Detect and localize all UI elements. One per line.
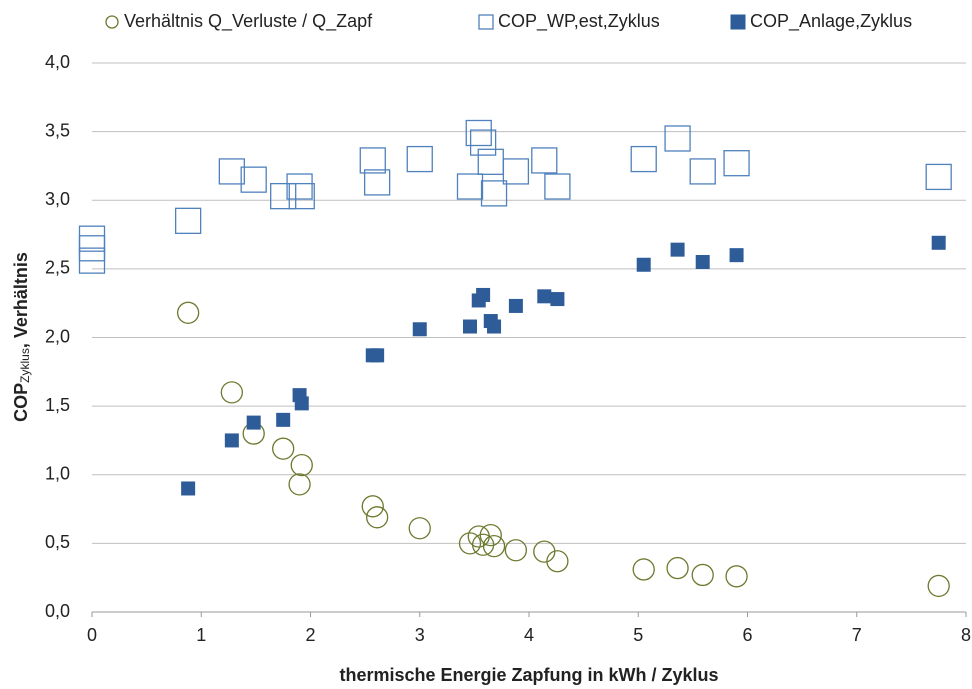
point <box>286 173 313 200</box>
point <box>290 453 313 477</box>
y-tick-label: 1,5 <box>45 395 70 415</box>
point <box>487 319 502 334</box>
x-tick-label: 0 <box>87 625 97 645</box>
point <box>458 532 482 555</box>
y-axis-label-sub: Zyklus <box>18 348 32 383</box>
x-tick-label: 5 <box>633 625 643 645</box>
point <box>363 169 391 196</box>
y-tick-label: 2,0 <box>45 326 70 346</box>
y-axis-label: COPZyklus, Verhältnis <box>11 252 32 422</box>
point <box>272 437 295 460</box>
legend-marker <box>730 14 746 30</box>
legend-label: COP_WP,est,Zyklus <box>498 11 660 32</box>
point <box>469 129 497 156</box>
point <box>550 292 565 307</box>
point <box>359 147 386 174</box>
x-tick-label: 7 <box>852 625 862 645</box>
x-tick-label: 2 <box>305 625 315 645</box>
point <box>476 287 491 302</box>
y-tick-label: 3,0 <box>45 189 70 209</box>
y-tick-label: 3,5 <box>45 120 70 140</box>
point <box>482 534 506 558</box>
legend-marker <box>105 15 119 29</box>
legend-marker <box>478 14 494 30</box>
point <box>406 145 433 173</box>
x-tick-label: 3 <box>415 625 425 645</box>
legend-label: Verhältnis Q_Verluste / Q_Zapf <box>124 11 373 32</box>
point <box>246 415 261 430</box>
point <box>224 433 239 448</box>
point <box>546 550 569 573</box>
point <box>670 242 685 257</box>
point <box>276 412 291 427</box>
point <box>725 565 748 588</box>
point <box>630 145 657 173</box>
y-tick-label: 0,0 <box>45 601 70 621</box>
point <box>288 182 315 210</box>
point <box>456 173 484 200</box>
point <box>365 506 389 529</box>
x-tick-label: 6 <box>742 625 752 645</box>
point <box>636 257 651 272</box>
y-tick-label: 1,0 <box>45 464 70 484</box>
y-tick-label: 4,0 <box>45 52 70 72</box>
x-axis-label: thermische Energie Zapfung in kWh / Zykl… <box>339 665 718 685</box>
point <box>504 539 528 562</box>
point <box>723 150 750 177</box>
point <box>632 558 655 581</box>
point <box>294 396 309 411</box>
y-axis-label-rest: , Verhältnis <box>11 252 31 348</box>
point <box>664 125 691 152</box>
x-tick-label: 4 <box>524 625 534 645</box>
point <box>288 473 311 496</box>
legend-label: COP_Anlage,Zyklus <box>750 11 912 32</box>
point <box>480 180 508 207</box>
point <box>463 319 478 334</box>
point <box>531 147 558 174</box>
point <box>927 574 950 598</box>
point <box>218 158 245 185</box>
point <box>465 119 492 147</box>
point <box>544 173 571 200</box>
point <box>502 158 530 185</box>
point <box>695 255 710 270</box>
point <box>78 225 106 252</box>
point <box>240 166 267 193</box>
point <box>691 563 714 587</box>
point <box>479 523 502 547</box>
point <box>533 540 556 563</box>
point <box>181 481 196 496</box>
point <box>270 182 297 210</box>
point <box>408 517 431 540</box>
point <box>925 163 952 191</box>
x-tick-label: 1 <box>196 625 206 645</box>
y-tick-label: 0,5 <box>45 532 70 552</box>
point <box>537 289 552 304</box>
point <box>689 158 716 185</box>
x-tick-label: 8 <box>961 625 971 645</box>
point <box>931 235 946 250</box>
point <box>729 248 744 263</box>
point <box>361 495 384 518</box>
point <box>174 207 202 234</box>
point <box>176 301 200 324</box>
point <box>220 381 243 404</box>
point <box>370 348 385 363</box>
point <box>666 556 689 580</box>
point <box>477 148 504 175</box>
point <box>508 298 523 313</box>
y-axis-label-main: COP <box>11 383 31 422</box>
y-tick-label: 2,5 <box>45 258 70 278</box>
point <box>412 322 427 337</box>
